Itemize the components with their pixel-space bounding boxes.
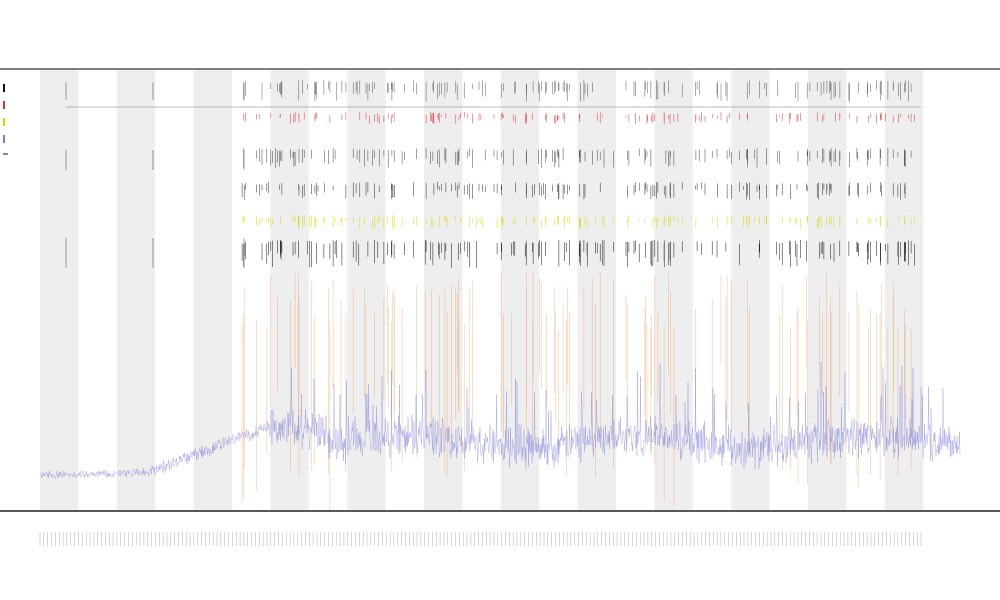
series-polyline — [39, 361, 961, 480]
band — [500, 70, 540, 510]
band — [654, 70, 693, 510]
legend-swatch-1 — [3, 84, 5, 92]
band — [424, 70, 463, 510]
legend — [3, 84, 8, 155]
band — [270, 70, 309, 510]
event-spikes — [65, 80, 915, 511]
band — [884, 70, 924, 510]
x-tick-labels — [39, 532, 922, 546]
band — [40, 70, 79, 510]
band — [808, 70, 847, 510]
background-bands — [40, 70, 924, 510]
band — [577, 70, 616, 510]
band — [193, 70, 232, 510]
legend-swatch-3 — [3, 118, 5, 126]
band — [116, 70, 156, 510]
legend-swatch-2 — [3, 101, 5, 109]
legend-swatch-4 — [3, 135, 5, 143]
series-line — [39, 361, 961, 480]
